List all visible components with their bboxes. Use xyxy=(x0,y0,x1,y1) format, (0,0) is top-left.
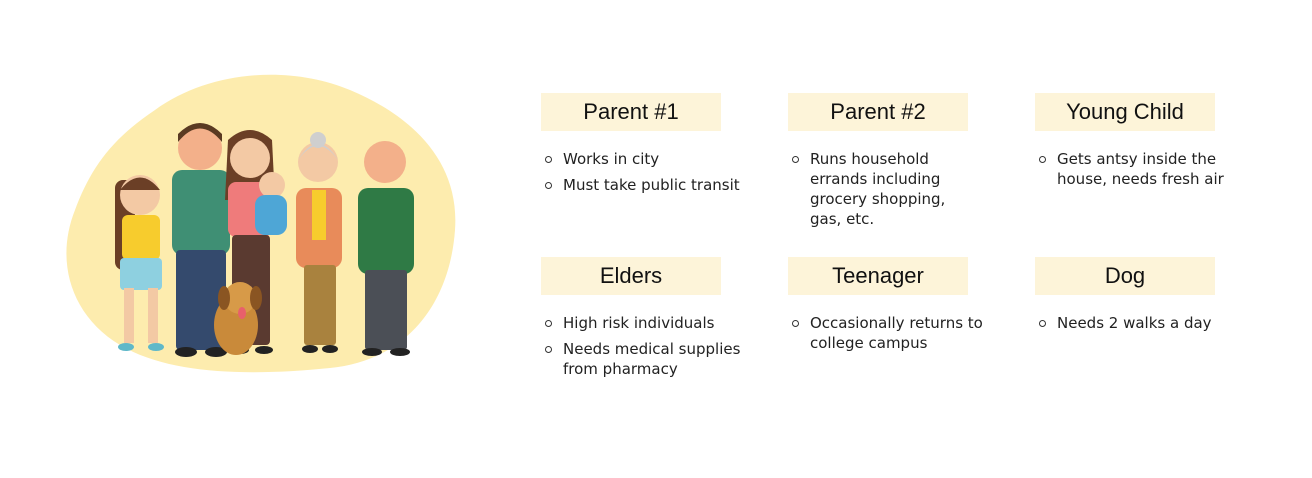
card-title: Teenager xyxy=(788,257,968,295)
dog-figure xyxy=(214,282,262,355)
father-figure xyxy=(172,123,230,357)
list-item: High risk individuals xyxy=(541,313,771,333)
card-elders: Elders High risk individuals Needs medic… xyxy=(541,257,771,385)
list-item: Must take public transit xyxy=(541,175,771,195)
card-list: High risk individuals Needs medical supp… xyxy=(541,313,771,379)
card-list: Runs household errands including grocery… xyxy=(788,149,1018,229)
card-teenager: Teenager Occasionally returns to college… xyxy=(788,257,1018,359)
family-illustration xyxy=(66,74,456,373)
card-list: Occasionally returns to college campus xyxy=(788,313,1018,353)
list-item: Gets antsy inside the house, needs fresh… xyxy=(1035,149,1232,189)
mother-figure xyxy=(225,130,287,354)
card-dog: Dog Needs 2 walks a day xyxy=(1035,257,1265,339)
grandmother-figure xyxy=(296,132,342,353)
card-parent-2: Parent #2 Runs household errands includi… xyxy=(788,93,1018,235)
card-list: Works in city Must take public transit xyxy=(541,149,771,195)
card-list: Needs 2 walks a day xyxy=(1035,313,1265,333)
card-title: Young Child xyxy=(1035,93,1215,131)
list-item: Works in city xyxy=(541,149,771,169)
list-item: Occasionally returns to college campus xyxy=(788,313,990,353)
card-young-child: Young Child Gets antsy inside the house,… xyxy=(1035,93,1265,195)
list-item: Needs medical supplies from pharmacy xyxy=(541,339,758,379)
card-list: Gets antsy inside the house, needs fresh… xyxy=(1035,149,1265,189)
grandfather-figure xyxy=(358,141,414,356)
card-parent-1: Parent #1 Works in city Must take public… xyxy=(541,93,771,201)
card-title: Dog xyxy=(1035,257,1215,295)
list-item: Needs 2 walks a day xyxy=(1035,313,1265,333)
card-title: Parent #1 xyxy=(541,93,721,131)
card-title: Parent #2 xyxy=(788,93,968,131)
girl-figure xyxy=(115,175,164,351)
card-title: Elders xyxy=(541,257,721,295)
list-item: Runs household errands including grocery… xyxy=(788,149,970,229)
